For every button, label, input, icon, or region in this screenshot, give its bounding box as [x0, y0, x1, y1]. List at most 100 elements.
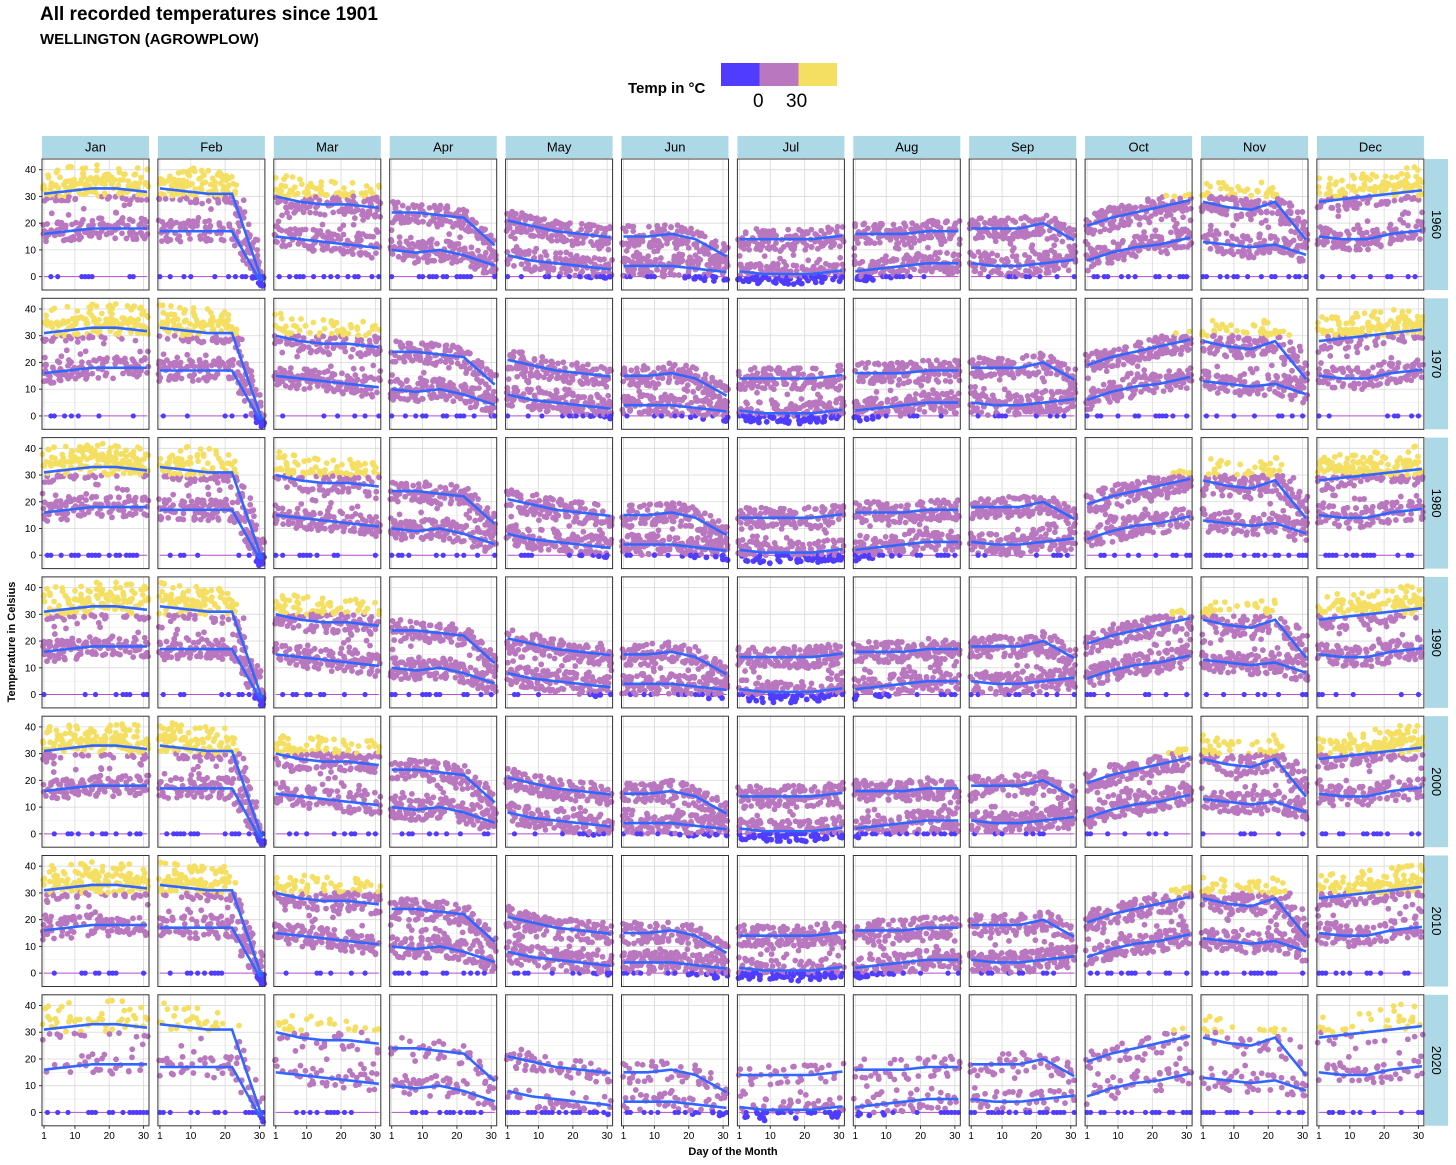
data-point: [702, 234, 708, 240]
facet-label-may: May: [547, 140, 572, 155]
data-point: [1295, 215, 1301, 221]
data-point: [1208, 246, 1214, 252]
data-point: [859, 259, 865, 265]
data-point: [580, 240, 586, 246]
data-point: [212, 179, 218, 185]
data-point: [233, 182, 239, 188]
data-point: [1373, 174, 1379, 180]
data-point: [1014, 253, 1020, 259]
data-point: [1167, 274, 1172, 279]
data-point: [754, 274, 759, 279]
data-point: [1282, 237, 1288, 243]
data-point: [208, 237, 214, 243]
data-point: [46, 175, 52, 181]
data-point: [55, 167, 61, 173]
y-tick-label: 40: [25, 165, 37, 176]
data-point: [67, 164, 73, 170]
data-point: [512, 236, 518, 242]
data-point: [725, 245, 731, 251]
data-point: [773, 280, 779, 286]
data-point: [507, 225, 513, 231]
data-point: [1248, 193, 1254, 199]
data-point: [246, 221, 252, 227]
y-tick-label: 10: [25, 245, 37, 256]
y-tick-label: 20: [25, 219, 37, 230]
panel-aug-1960: [851, 159, 962, 290]
data-point: [89, 274, 94, 279]
panel-jul-1960: [735, 159, 846, 290]
data-point: [1186, 191, 1192, 197]
data-point: [434, 274, 439, 279]
data-point: [1228, 187, 1234, 193]
data-point: [1286, 274, 1291, 279]
data-point: [299, 181, 305, 187]
panel-oct-1960: [1083, 159, 1195, 290]
data-point: [519, 261, 525, 267]
data-point: [1142, 234, 1148, 240]
data-point: [1273, 274, 1278, 279]
data-point: [538, 266, 544, 272]
data-point: [1383, 173, 1389, 179]
data-point: [623, 256, 629, 262]
data-point: [578, 226, 584, 232]
data-point: [1005, 259, 1011, 265]
data-point: [531, 233, 537, 239]
data-point: [879, 221, 885, 227]
data-point: [1133, 205, 1139, 211]
data-point: [809, 244, 815, 250]
data-point: [1269, 210, 1275, 216]
data-point: [676, 272, 682, 278]
data-point: [242, 209, 248, 215]
data-point: [1365, 218, 1371, 224]
data-point: [473, 220, 479, 226]
data-point: [169, 193, 175, 199]
data-point: [1061, 222, 1067, 228]
facet-label-oct: Oct: [1128, 140, 1149, 155]
data-point: [1216, 231, 1222, 237]
data-point: [113, 210, 119, 216]
data-point: [1256, 198, 1262, 204]
panel-feb-1960: [156, 159, 267, 290]
panel-background: [274, 159, 381, 290]
data-point: [322, 212, 328, 218]
data-point: [538, 254, 544, 260]
data-point: [877, 240, 883, 246]
data-point: [651, 242, 657, 248]
data-point: [957, 218, 963, 224]
data-point: [935, 256, 941, 262]
data-point: [1096, 259, 1102, 265]
data-point: [1163, 193, 1169, 199]
data-point: [332, 180, 338, 186]
data-point: [739, 244, 745, 250]
data-point: [903, 223, 909, 229]
data-point: [513, 211, 519, 217]
data-point: [286, 214, 292, 220]
data-point: [78, 234, 84, 240]
data-point: [241, 197, 247, 203]
data-point: [94, 167, 100, 173]
data-point: [388, 237, 394, 243]
data-point: [375, 229, 381, 235]
data-point: [122, 171, 128, 177]
data-point: [821, 274, 827, 280]
data-point: [724, 277, 730, 283]
data-point: [307, 210, 313, 216]
data-point: [1172, 193, 1178, 199]
data-point: [133, 171, 139, 177]
data-point: [221, 238, 227, 244]
data-point: [408, 235, 414, 241]
data-point: [645, 253, 651, 259]
facet-label-2000: 2000: [1429, 767, 1444, 796]
data-point: [340, 222, 346, 228]
data-point: [419, 202, 425, 208]
data-point: [550, 267, 556, 273]
facet-label-2020: 2020: [1429, 1046, 1444, 1075]
data-point: [352, 215, 358, 221]
data-point: [311, 274, 316, 279]
data-point: [444, 274, 449, 279]
data-point: [277, 274, 282, 279]
data-point: [883, 253, 889, 259]
data-point: [912, 240, 918, 246]
data-point: [938, 225, 944, 231]
data-point: [979, 234, 985, 240]
